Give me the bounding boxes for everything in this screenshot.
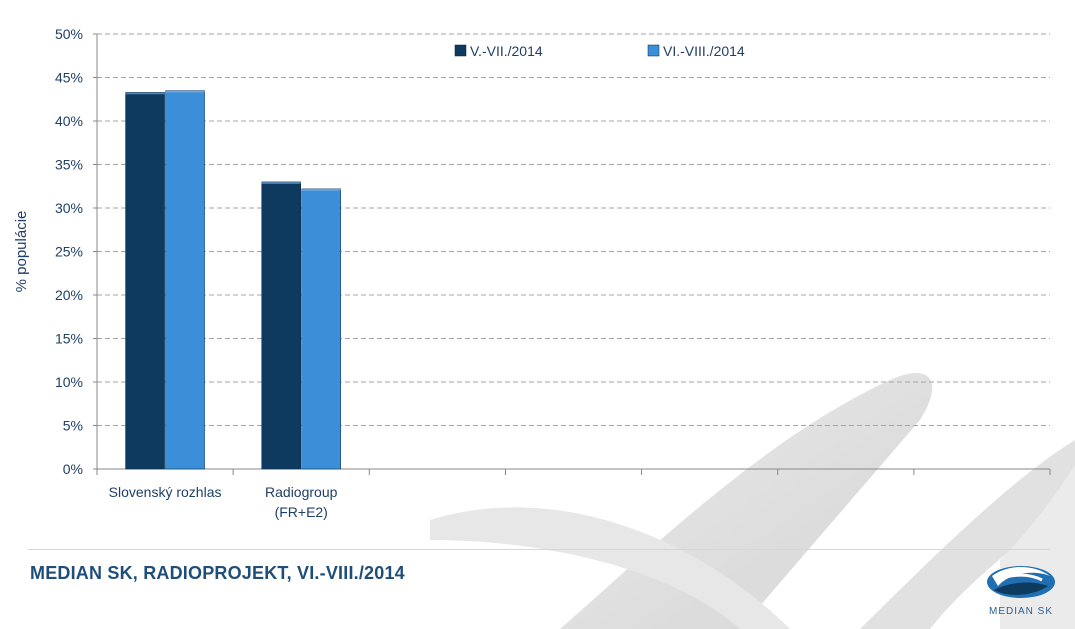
- y-tick-label: 35%: [55, 157, 83, 173]
- legend-swatch: [647, 44, 660, 57]
- x-tick-label: (FR+E2): [275, 504, 328, 520]
- y-tick-label: 20%: [55, 287, 83, 303]
- labels: 0% 5% 10% 15% 20% 25% 30% 35% 40% 45% 50% Slovenský…: [13, 26, 338, 520]
- y-tick-label: 30%: [55, 200, 83, 216]
- footer-title: MEDIAN SK, RADIOPROJEKT, VI.-VIII./2014: [30, 563, 405, 583]
- logo-text: MEDIAN SK: [988, 606, 1053, 617]
- x-tick-label: Slovenský rozhlas: [109, 484, 222, 500]
- y-tick-label: 25%: [55, 244, 83, 260]
- footer-divider: [28, 549, 1050, 550]
- bars: [125, 90, 341, 470]
- axes: [93, 33, 1051, 475]
- grid: [97, 33, 1050, 426]
- bar: [125, 92, 165, 470]
- legend-swatch: [454, 44, 467, 57]
- y-tick-label: 0%: [63, 461, 83, 477]
- y-tick-label: 5%: [63, 418, 83, 434]
- bar: [301, 188, 341, 470]
- background-ribbon: [430, 373, 1075, 629]
- median-logo-icon: [987, 566, 1055, 598]
- bar: [165, 90, 205, 470]
- y-axis-label: % populácie: [13, 211, 30, 293]
- x-tick-label: Radiogroup: [265, 484, 338, 500]
- bar: [261, 181, 301, 470]
- legend-label: VI.-VIII./2014: [663, 43, 745, 59]
- y-tick-label: 15%: [55, 331, 83, 347]
- bar-top-highlight: [125, 92, 165, 95]
- bar-top-highlight: [301, 188, 341, 191]
- y-tick-label: 45%: [55, 70, 83, 86]
- y-tick-label: 10%: [55, 374, 83, 390]
- y-tick-label: 50%: [55, 26, 83, 42]
- bar-top-highlight: [165, 90, 205, 93]
- y-tick-label: 40%: [55, 113, 83, 129]
- legend-label: V.-VII./2014: [470, 43, 543, 59]
- bar-top-highlight: [261, 181, 301, 184]
- legend: V.-VII./2014 VI.-VIII./2014: [454, 43, 745, 59]
